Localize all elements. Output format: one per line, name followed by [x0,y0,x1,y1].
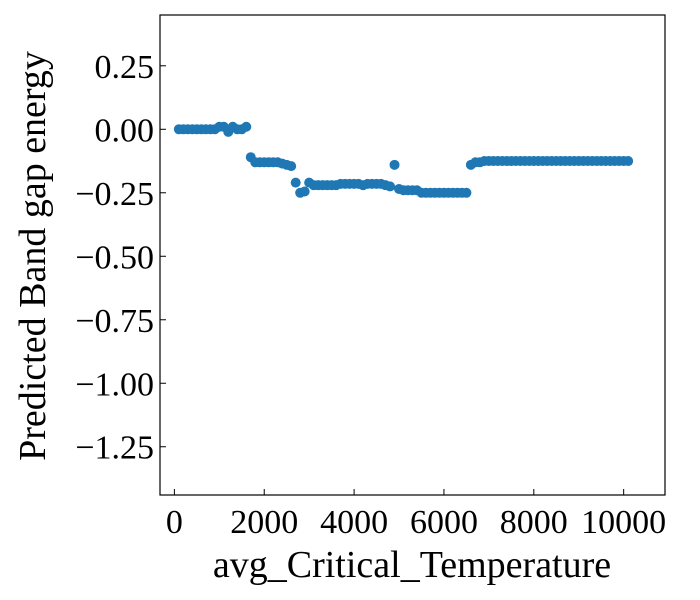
x-axis-label: avg_Critical_Temperature [213,544,611,586]
y-tick-label: −0.75 [75,303,154,340]
y-tick-label: 0.25 [95,49,155,86]
x-axis-ticks: 0 2000 4000 6000 8000 10000 [166,489,666,541]
y-axis-label: Predicted Band gap energy [12,51,54,461]
x-tick-label: 0 [166,504,183,541]
data-point [385,181,396,192]
data-point [290,177,301,188]
x-tick-label: 6000 [410,504,478,541]
x-tick-label: 4000 [320,504,388,541]
y-tick-label: −0.50 [75,239,154,276]
y-tick-label: 0.00 [95,112,155,149]
data-point [241,121,252,132]
y-tick-label: −0.25 [75,176,154,213]
y-tick-label: −1.00 [75,366,154,403]
y-axis-ticks: 0.25 0.00 −0.25 −0.50 −0.75 −1.00 −1.25 [75,49,166,467]
data-point [299,186,310,197]
y-tick-label: −1.25 [75,430,154,467]
plot-frame [159,14,666,496]
x-tick-label: 10000 [581,504,666,541]
x-tick-label: 8000 [500,504,568,541]
data-point [389,159,400,170]
data-point [623,156,634,167]
x-tick-label: 2000 [230,504,298,541]
data-points [173,121,634,198]
data-point [286,161,297,172]
data-point [461,187,472,198]
